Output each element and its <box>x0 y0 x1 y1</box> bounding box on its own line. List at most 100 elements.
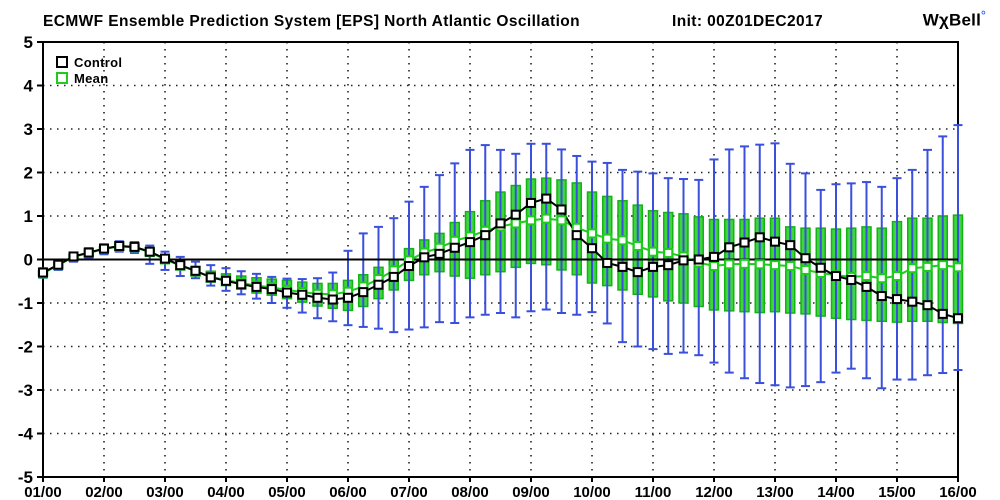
x-tick-label: 04/00 <box>207 484 245 500</box>
control-marker <box>556 204 567 215</box>
mean-marker <box>556 215 567 226</box>
control-marker <box>709 251 719 262</box>
control-marker <box>632 267 643 278</box>
legend-control-label: Control <box>74 54 123 70</box>
control-marker <box>693 254 704 265</box>
control-marker <box>800 253 811 264</box>
legend-item-control: Control <box>56 54 122 70</box>
control-marker <box>922 300 933 311</box>
y-tick-label: -1 <box>18 294 33 313</box>
control-marker <box>876 291 887 302</box>
x-tick-label: 03/00 <box>146 484 184 500</box>
control-marker <box>83 247 94 258</box>
control-marker <box>282 287 292 298</box>
control-marker <box>38 267 48 278</box>
y-tick-label: 1 <box>24 207 33 226</box>
mean-marker <box>510 218 521 229</box>
control-marker <box>831 271 841 282</box>
mean-marker <box>602 233 613 244</box>
control-marker <box>663 260 674 271</box>
mean-marker <box>785 261 796 272</box>
y-tick-label: 0 <box>24 251 33 270</box>
logo-degree-icon: ° <box>981 8 986 22</box>
control-marker <box>861 281 872 292</box>
control-marker <box>739 237 750 248</box>
mean-marker <box>937 260 948 271</box>
mean-marker <box>587 228 597 239</box>
control-marker <box>358 287 369 298</box>
x-tick-label: 12/00 <box>695 484 733 500</box>
control-marker <box>114 241 125 252</box>
control-marker <box>404 261 414 272</box>
mean-marker <box>709 261 719 272</box>
control-marker <box>541 193 552 204</box>
control-marker <box>480 230 491 241</box>
control-marker <box>754 232 765 243</box>
control-marker <box>419 252 430 263</box>
y-tick-label: 2 <box>24 164 33 183</box>
control-marker <box>144 246 155 257</box>
control-marker <box>785 240 796 251</box>
control-marker <box>587 243 597 254</box>
x-tick-label: 07/00 <box>390 484 428 500</box>
control-marker <box>68 251 79 262</box>
control-marker <box>495 218 506 229</box>
mean-marker <box>800 264 811 275</box>
x-tick-label: 14/00 <box>817 484 855 500</box>
weatherbell-logo: WχBell° <box>923 8 986 31</box>
mean-marker <box>953 262 963 273</box>
y-tick-label: 4 <box>24 77 34 96</box>
control-marker <box>526 197 536 208</box>
y-tick-label: -5 <box>18 468 33 487</box>
control-marker <box>221 275 231 286</box>
x-tick-label: 09/00 <box>512 484 550 500</box>
control-marker <box>53 259 64 270</box>
mean-marker <box>541 213 552 224</box>
control-marker-icon <box>56 56 68 68</box>
mean-marker <box>648 246 658 257</box>
control-marker <box>617 261 628 272</box>
control-marker <box>510 209 521 220</box>
control-marker <box>648 261 658 272</box>
y-tick-label: 3 <box>24 120 33 139</box>
control-marker <box>343 292 353 303</box>
x-tick-label: 16/00 <box>939 484 977 500</box>
control-marker <box>236 279 247 290</box>
control-marker <box>846 274 857 285</box>
control-marker <box>312 292 323 303</box>
control-marker <box>724 242 735 253</box>
control-marker <box>907 296 918 307</box>
control-marker <box>434 248 445 259</box>
x-tick-label: 08/00 <box>451 484 489 500</box>
legend: Control Mean <box>56 54 122 86</box>
mean-marker <box>526 215 536 226</box>
control-marker <box>129 241 140 252</box>
control-marker <box>205 272 216 283</box>
x-tick-label: 15/00 <box>878 484 916 500</box>
control-marker <box>297 289 308 300</box>
control-marker <box>373 279 384 290</box>
mean-marker <box>861 271 872 282</box>
control-marker <box>99 243 109 254</box>
control-marker <box>266 284 277 295</box>
x-tick-label: 05/00 <box>268 484 306 500</box>
y-tick-label: 5 <box>24 33 33 52</box>
chart-title: ECMWF Ensemble Prediction System [EPS] N… <box>43 13 581 30</box>
control-marker <box>770 236 780 247</box>
control-marker <box>388 271 399 282</box>
mean-marker <box>876 273 887 284</box>
mean-marker <box>632 241 643 252</box>
control-marker <box>449 242 460 253</box>
control-marker <box>571 230 582 241</box>
control-marker <box>175 260 186 271</box>
control-marker <box>251 281 262 292</box>
x-tick-label: 01/00 <box>24 484 62 500</box>
legend-item-mean: Mean <box>56 70 122 86</box>
control-marker <box>327 294 338 305</box>
mean-marker <box>754 259 765 270</box>
control-marker <box>892 294 902 305</box>
mean-marker <box>663 247 674 258</box>
mean-marker <box>617 235 628 246</box>
